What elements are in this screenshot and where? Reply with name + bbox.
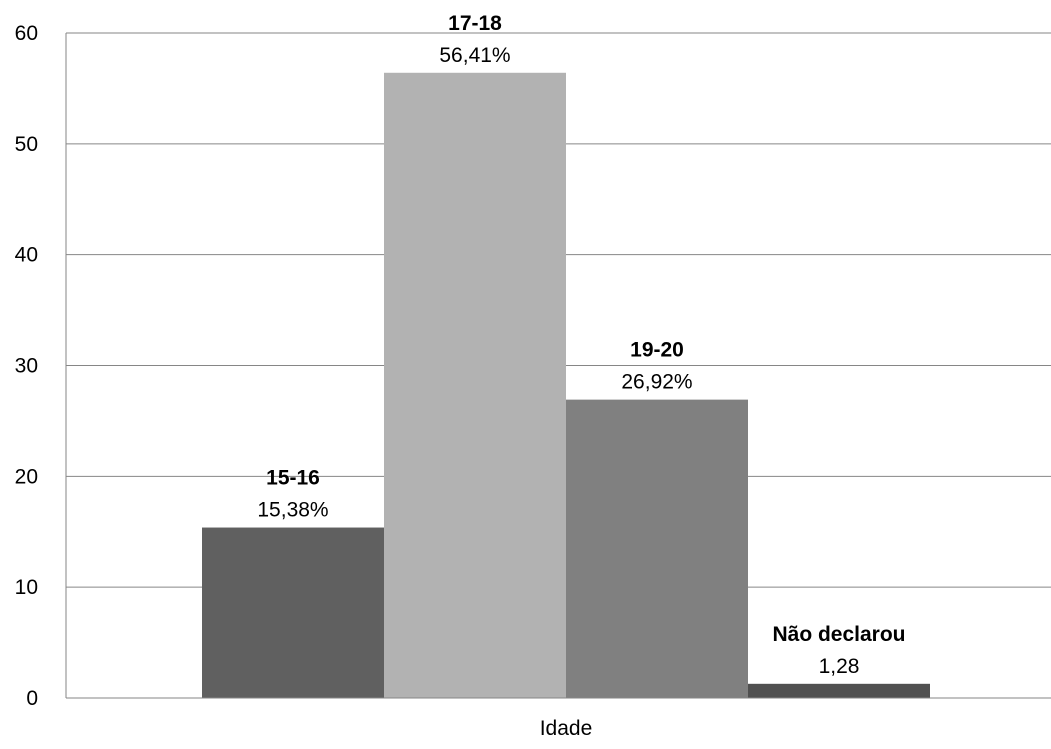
bars <box>202 72 930 698</box>
x-axis-title: Idade <box>540 717 593 740</box>
bar-value-label: 1,28 <box>819 655 860 678</box>
y-tick-label: 50 <box>15 133 38 156</box>
bar-category-label: Não declarou <box>772 623 905 646</box>
y-tick-label: 30 <box>15 355 38 378</box>
data-labels: 15,38% 15-16 56,41% 17-18 26,92% 19-20 1,28 Não… <box>257 12 905 678</box>
axes: 0 10 20 30 40 50 60 <box>15 22 1051 710</box>
y-tick-label: 20 <box>15 465 38 488</box>
y-tick-label: 10 <box>15 576 38 599</box>
bar-4 <box>748 683 930 698</box>
y-tick-label: 0 <box>26 687 38 710</box>
y-tick-label: 60 <box>15 22 38 45</box>
bar-category-label: 17-18 <box>448 12 502 35</box>
bar-2 <box>384 72 566 698</box>
bar-category-label: 19-20 <box>630 339 684 362</box>
bar-value-label: 15,38% <box>257 499 328 522</box>
bar-value-label: 56,41% <box>439 44 510 67</box>
bar-3 <box>566 399 748 698</box>
y-tick-label: 40 <box>15 244 38 267</box>
bar-value-label: 26,92% <box>621 371 692 394</box>
bar-1 <box>202 527 384 698</box>
bar-category-label: 15-16 <box>266 467 320 490</box>
